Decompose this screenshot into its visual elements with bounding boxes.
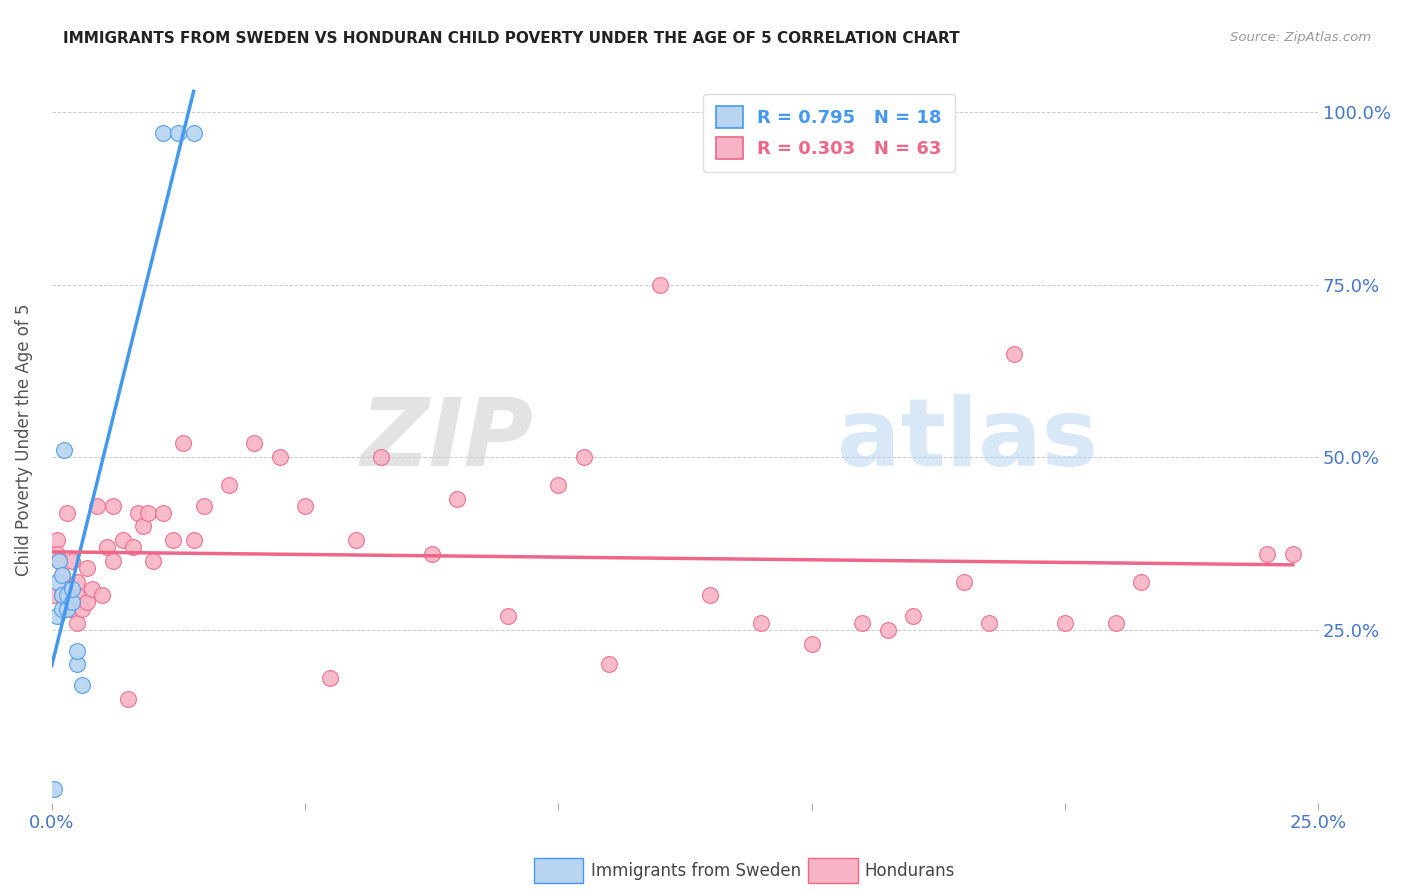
Point bbox=[699, 588, 721, 602]
Point bbox=[152, 126, 174, 140]
Point bbox=[370, 450, 392, 465]
Text: IMMIGRANTS FROM SWEDEN VS HONDURAN CHILD POVERTY UNDER THE AGE OF 5 CORRELATION : IMMIGRANTS FROM SWEDEN VS HONDURAN CHILD… bbox=[63, 31, 960, 46]
Point bbox=[60, 595, 83, 609]
Point bbox=[1002, 347, 1025, 361]
Point bbox=[344, 533, 367, 548]
Point bbox=[901, 609, 924, 624]
Point bbox=[66, 615, 89, 630]
Text: Hondurans: Hondurans bbox=[865, 863, 955, 880]
Text: atlas: atlas bbox=[837, 394, 1098, 486]
Point bbox=[749, 615, 772, 630]
Point bbox=[60, 602, 83, 616]
Point bbox=[60, 582, 83, 596]
Point bbox=[70, 602, 93, 616]
Point bbox=[66, 574, 89, 589]
Point bbox=[117, 692, 139, 706]
Point bbox=[56, 602, 79, 616]
Point bbox=[152, 506, 174, 520]
Point bbox=[572, 450, 595, 465]
Point bbox=[76, 561, 98, 575]
Point bbox=[56, 582, 79, 596]
Point bbox=[420, 547, 443, 561]
Point bbox=[496, 609, 519, 624]
Point bbox=[86, 499, 108, 513]
Point bbox=[82, 582, 104, 596]
Point bbox=[1129, 574, 1152, 589]
Text: Source: ZipAtlas.com: Source: ZipAtlas.com bbox=[1230, 31, 1371, 45]
Point bbox=[800, 637, 823, 651]
Point bbox=[851, 615, 873, 630]
Point bbox=[127, 506, 149, 520]
Point bbox=[142, 554, 165, 568]
Point bbox=[136, 506, 159, 520]
Point bbox=[45, 609, 67, 624]
Point bbox=[172, 436, 194, 450]
Point bbox=[44, 781, 66, 796]
Point bbox=[183, 126, 205, 140]
Point bbox=[162, 533, 184, 548]
Point bbox=[101, 554, 124, 568]
Y-axis label: Child Poverty Under the Age of 5: Child Poverty Under the Age of 5 bbox=[15, 304, 32, 576]
Point bbox=[183, 533, 205, 548]
Point bbox=[48, 554, 70, 568]
Point bbox=[1053, 615, 1076, 630]
Point bbox=[446, 491, 468, 506]
Point bbox=[45, 533, 67, 548]
Point bbox=[132, 519, 155, 533]
Point bbox=[319, 671, 342, 685]
Point bbox=[66, 643, 89, 657]
Point bbox=[294, 499, 316, 513]
Point bbox=[876, 623, 898, 637]
Point bbox=[1281, 547, 1303, 561]
Point bbox=[56, 588, 79, 602]
Point bbox=[76, 595, 98, 609]
Point bbox=[977, 615, 1000, 630]
Point bbox=[91, 588, 114, 602]
Point bbox=[45, 547, 67, 561]
Point bbox=[547, 478, 569, 492]
Point bbox=[44, 588, 66, 602]
Text: ZIP: ZIP bbox=[360, 394, 533, 486]
Point bbox=[96, 540, 118, 554]
Text: Immigrants from Sweden: Immigrants from Sweden bbox=[591, 863, 800, 880]
Point bbox=[598, 657, 620, 672]
Point bbox=[56, 506, 79, 520]
Point bbox=[66, 588, 89, 602]
Point bbox=[56, 602, 79, 616]
Point bbox=[269, 450, 291, 465]
Point bbox=[243, 436, 266, 450]
Point bbox=[70, 678, 93, 692]
Point bbox=[51, 567, 73, 582]
Point bbox=[952, 574, 974, 589]
Point bbox=[1256, 547, 1278, 561]
Point bbox=[53, 443, 76, 458]
Point bbox=[167, 126, 190, 140]
Point bbox=[101, 499, 124, 513]
Point bbox=[51, 567, 73, 582]
Point bbox=[60, 554, 83, 568]
Point bbox=[193, 499, 215, 513]
Point bbox=[218, 478, 240, 492]
Point bbox=[1104, 615, 1126, 630]
Point bbox=[48, 554, 70, 568]
Point bbox=[51, 588, 73, 602]
Point bbox=[121, 540, 143, 554]
Point bbox=[111, 533, 134, 548]
Legend: R = 0.795   N = 18, R = 0.303   N = 63: R = 0.795 N = 18, R = 0.303 N = 63 bbox=[703, 94, 955, 172]
Point bbox=[648, 277, 671, 292]
Point bbox=[51, 588, 73, 602]
Point bbox=[45, 574, 67, 589]
Point bbox=[66, 657, 89, 672]
Point bbox=[51, 602, 73, 616]
